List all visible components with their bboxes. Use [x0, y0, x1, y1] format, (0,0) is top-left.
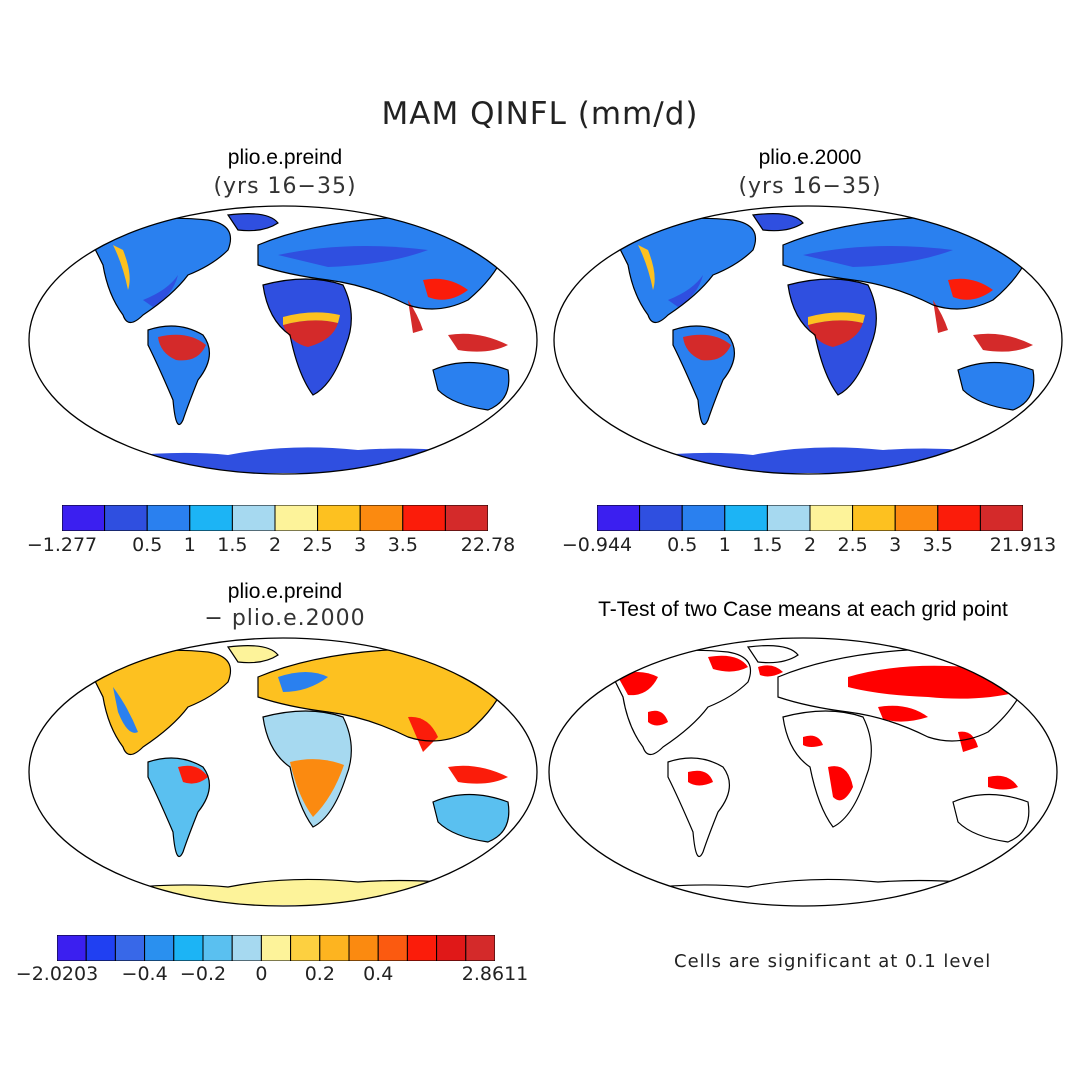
colorbar-3 [57, 935, 495, 961]
panel-2-subtitle: (yrs 16−35) [738, 174, 882, 199]
colorbar-tick-label: 2.8611 [461, 963, 529, 985]
colorbar-swatch [202, 935, 233, 961]
panel-3-subtitle: − plio.e.2000 [204, 606, 366, 631]
figure-title: MAM QINFL (mm/d) [381, 96, 699, 132]
colorbar-swatch [317, 505, 361, 531]
panel-1-subtitle: (yrs 16−35) [213, 174, 357, 199]
panel-2-title: plio.e.2000 [758, 146, 862, 169]
colorbar-tick-label: 3.5 [387, 534, 418, 556]
colorbar-tick-label: 3 [889, 534, 902, 556]
colorbar-tick-label: 21.913 [989, 534, 1057, 556]
colorbar-swatch [348, 935, 379, 961]
colorbar-1 [62, 505, 488, 531]
colorbar-swatch [597, 505, 641, 531]
panel-3-title: plio.e.preind [227, 580, 343, 603]
colorbar-1-labels: −1.277 0.5 1 1.5 2 2.5 3 3.5 22.78 [27, 534, 515, 558]
colorbar-tick-label: 3.5 [922, 534, 953, 556]
colorbar-swatch [444, 505, 488, 531]
colorbar-tick-label: 0 [255, 963, 268, 985]
colorbar-tick-label: −2.0203 [15, 963, 99, 985]
colorbar-tick-label: −0.2 [179, 963, 227, 985]
colorbar-swatch [231, 505, 276, 531]
colorbar-swatch [639, 505, 683, 531]
colorbar-tick-label: 0.4 [363, 963, 394, 985]
map-panel-2 [553, 205, 1063, 475]
colorbar-tick-label: −0.4 [121, 963, 168, 985]
colorbar-tick-label: 1 [183, 534, 196, 556]
map-panel-3 [28, 637, 538, 907]
colorbar-swatch [809, 505, 854, 531]
colorbar-swatch [62, 505, 106, 531]
colorbar-tick-label: 2 [803, 534, 817, 556]
colorbar-tick-label: 2 [268, 534, 282, 556]
colorbar-swatch [852, 505, 896, 531]
colorbar-tick-label: 0.5 [132, 534, 163, 556]
colorbar-swatch [402, 505, 446, 531]
colorbar-swatch [766, 505, 811, 531]
colorbar-tick-label: 22.78 [460, 534, 516, 556]
colorbar-swatch [260, 935, 292, 961]
colorbar-swatch [144, 935, 175, 961]
colorbar-swatch [290, 935, 321, 961]
colorbar-swatch [377, 935, 408, 961]
colorbar-tick-label: 0.2 [304, 963, 335, 985]
colorbar-swatch [894, 505, 939, 531]
colorbar-swatch [231, 935, 262, 961]
colorbar-swatch [274, 505, 319, 531]
map-panel-1 [28, 205, 538, 475]
colorbar-swatch [724, 505, 768, 531]
colorbar-tick-label: 2.5 [302, 534, 333, 556]
colorbar-tick-label: 1.5 [217, 534, 248, 556]
panel-4-title: T-Test of two Case means at each grid po… [598, 598, 1008, 621]
colorbar-3-labels: −2.0203 −0.4 −0.2 0 0.2 0.4 2.8611 [16, 963, 528, 987]
significance-note: Cells are significant at 0.1 level [674, 951, 992, 972]
colorbar-swatch [465, 935, 495, 961]
colorbar-swatch [979, 505, 1023, 531]
colorbar-tick-label: 3 [354, 534, 367, 556]
colorbar-swatch [681, 505, 726, 531]
panel-1-title: plio.e.preind [227, 146, 343, 169]
colorbar-swatch [359, 505, 404, 531]
colorbar-swatch [319, 935, 350, 961]
colorbar-swatch [85, 935, 116, 961]
colorbar-swatch [146, 505, 191, 531]
colorbar-tick-label: 1 [718, 534, 731, 556]
map-panel-4 [548, 637, 1058, 907]
colorbar-2 [597, 505, 1023, 531]
colorbar-swatch [406, 935, 438, 961]
colorbar-tick-label: −1.277 [26, 534, 98, 556]
colorbar-2-labels: −0.944 0.5 1 1.5 2 2.5 3 3.5 21.913 [562, 534, 1056, 558]
colorbar-swatch [114, 935, 146, 961]
colorbar-tick-label: 0.5 [667, 534, 698, 556]
colorbar-swatch [104, 505, 148, 531]
colorbar-swatch [937, 505, 981, 531]
colorbar-swatch [57, 935, 87, 961]
colorbar-tick-label: 1.5 [752, 534, 783, 556]
colorbar-swatch [189, 505, 233, 531]
colorbar-swatch [436, 935, 467, 961]
colorbar-tick-label: −0.944 [561, 534, 633, 556]
colorbar-swatch [173, 935, 204, 961]
colorbar-tick-label: 2.5 [837, 534, 868, 556]
